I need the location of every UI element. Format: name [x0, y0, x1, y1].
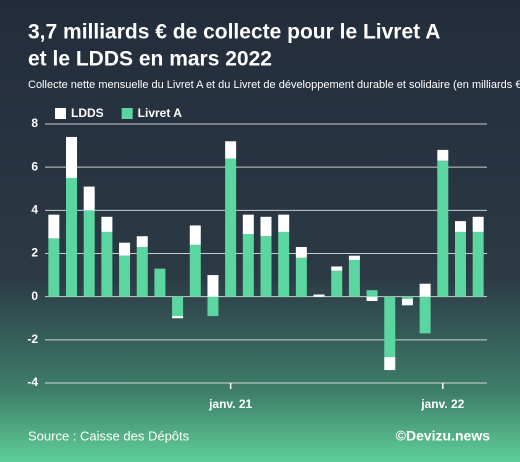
bar-segment: [189, 225, 201, 245]
bar-segment: [348, 259, 360, 297]
source: Source : Caisse des Dépôts: [28, 428, 190, 443]
bar-segment: [119, 242, 131, 256]
bar-segment: [154, 268, 166, 297]
bar-segment: [348, 255, 360, 260]
chart-title: 3,7 milliards € de collecte pour le Livr…: [28, 21, 440, 44]
y-tick-label: 0: [31, 289, 38, 303]
bar-segment: [401, 296, 413, 299]
bar-segment: [366, 290, 378, 297]
bar-segment: [384, 357, 396, 371]
bar-segment: [384, 296, 396, 358]
bar-segment: [83, 210, 95, 297]
bar-segment: [313, 294, 325, 297]
chart-title: et le LDDS en mars 2022: [28, 48, 272, 71]
bar-segment: [83, 186, 95, 211]
bar-segment: [278, 231, 290, 297]
bar-segment: [101, 216, 113, 232]
y-tick-label: -4: [27, 375, 38, 389]
y-tick-label: 6: [31, 159, 38, 173]
bar-segment: [472, 231, 484, 297]
bar-segment: [136, 247, 148, 297]
y-tick-label: 2: [31, 246, 38, 260]
legend-swatch: [121, 108, 133, 119]
bar-segment: [295, 257, 307, 297]
legend-swatch: [55, 108, 66, 119]
bar-segment: [437, 160, 449, 297]
bar-segment: [401, 298, 413, 306]
bar-segment: [225, 158, 237, 297]
bar-segment: [172, 296, 184, 317]
bar-segment: [260, 236, 272, 297]
bar-segment: [454, 221, 466, 232]
bar-segment: [419, 296, 431, 334]
bar-segment: [260, 216, 272, 237]
bar-segment: [331, 266, 343, 271]
y-tick-label: 4: [31, 203, 38, 217]
bar-segment: [472, 216, 484, 232]
bar-segment: [119, 255, 131, 297]
x-tick-label: janv. 21: [208, 397, 252, 411]
bar-segment: [48, 238, 60, 297]
bar-segment: [48, 214, 60, 239]
bar-segment: [207, 275, 219, 297]
y-tick-label: -2: [27, 332, 38, 346]
bar-segment: [437, 149, 449, 161]
bar-segment: [331, 270, 343, 297]
bar-segment: [454, 231, 466, 297]
bar-segment: [101, 231, 113, 297]
bar-segment: [66, 136, 78, 178]
bar-segment: [189, 244, 201, 297]
chart-subtitle: Collecte nette mensuelle du Livret A et …: [28, 79, 520, 91]
bar-segment: [242, 214, 254, 235]
bar-segment: [419, 283, 431, 297]
bar-segment: [295, 247, 307, 258]
bar-segment: [207, 296, 219, 317]
bar-segment: [225, 141, 237, 159]
bar-segment: [172, 316, 184, 319]
y-tick-label: 8: [31, 116, 38, 130]
bar-segment: [278, 214, 290, 232]
bar-segment: [366, 296, 378, 301]
bar-segment: [66, 177, 78, 297]
x-tick-label: janv. 22: [420, 397, 464, 411]
legend-label: Livret A: [138, 106, 183, 120]
legend-label: LDDS: [71, 106, 104, 120]
bar-segment: [136, 236, 148, 248]
credit: ©Devizu.news: [396, 428, 491, 444]
bar-segment: [242, 234, 254, 297]
